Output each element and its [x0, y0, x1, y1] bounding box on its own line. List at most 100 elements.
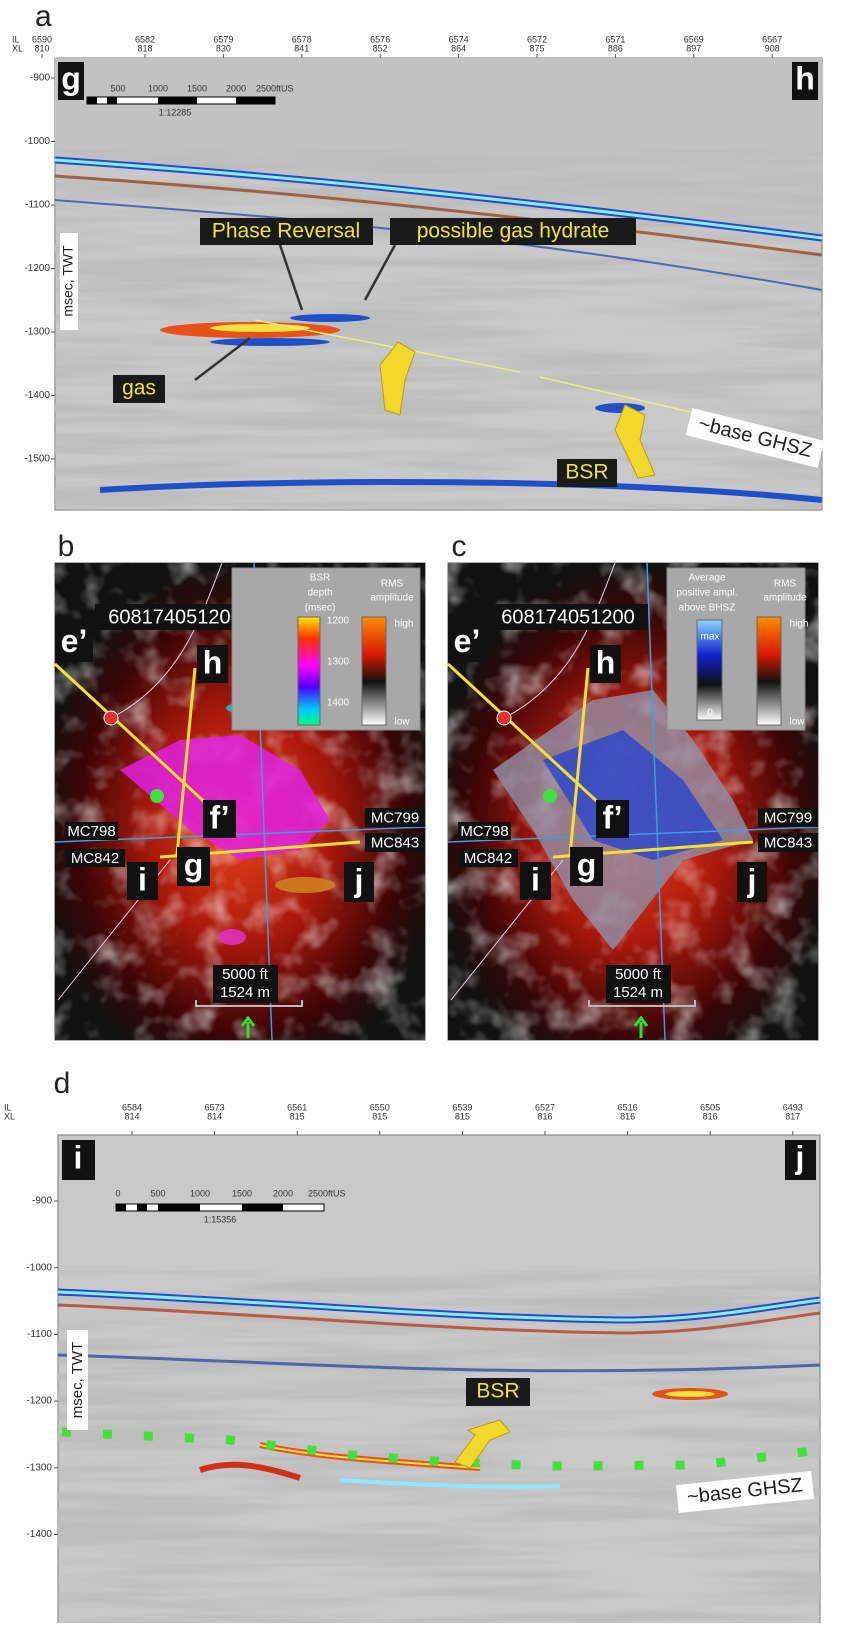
scale-bar	[588, 1000, 696, 1007]
reflector	[57, 1303, 821, 1335]
y-tick-label: -1200	[24, 263, 50, 274]
scale-tick: 1500	[187, 83, 207, 93]
xl-value: 841	[294, 43, 309, 53]
color-bar	[361, 616, 387, 726]
label-box	[95, 604, 255, 630]
map-label: h	[596, 644, 616, 680]
scale-ratio: 1:12285	[159, 107, 192, 117]
panel-letter: a	[35, 0, 52, 33]
il-value: 6527	[535, 1102, 555, 1112]
map-label: e’	[454, 623, 481, 659]
base-ghsz-line	[254, 319, 691, 413]
annotation: gas	[122, 377, 156, 400]
il-value: 6574	[449, 34, 469, 44]
north-arrow	[240, 1015, 256, 1038]
annotation-box	[685, 407, 825, 469]
il-label: IL	[4, 1102, 12, 1112]
annotation-box	[390, 218, 636, 245]
scale-label: 1524 m	[220, 984, 270, 1001]
label-box	[448, 623, 486, 662]
arrow	[379, 341, 416, 416]
legend-tick: high	[790, 619, 809, 630]
legend-tick: 1200	[327, 616, 350, 627]
il-value: 6578	[292, 34, 312, 44]
y-tick-label: -1100	[25, 200, 50, 211]
map-label: i	[138, 861, 147, 897]
label-box	[65, 849, 125, 867]
label-box	[758, 833, 818, 852]
panel-letter: c	[452, 530, 467, 563]
label-box	[458, 822, 511, 840]
y-tick-label: -900	[30, 73, 50, 84]
label-box	[67, 1330, 88, 1430]
corner-box	[792, 62, 818, 100]
xl-value: 815	[290, 1111, 305, 1121]
reflector	[99, 478, 823, 503]
map-label: MC842	[464, 850, 512, 867]
legend-tick: 1300	[327, 657, 350, 668]
xl-value: 875	[529, 43, 544, 53]
amplitude-anomaly	[290, 314, 370, 322]
annotation: BSR	[476, 1380, 519, 1403]
scale-tick: 2000	[226, 83, 246, 93]
label-box	[60, 233, 78, 330]
il-value: 6493	[783, 1102, 803, 1112]
xl-value: 816	[703, 1111, 718, 1121]
xl-value: 815	[372, 1111, 387, 1121]
xl-value: 908	[765, 43, 780, 53]
xl-value: 897	[686, 43, 701, 53]
map-label: j	[747, 862, 757, 898]
xl-value: 810	[34, 43, 49, 53]
xl-value: 886	[608, 43, 623, 53]
map-label: MC799	[371, 809, 419, 826]
xl-value: 814	[124, 1111, 139, 1121]
map-label: f’	[209, 799, 229, 835]
label-box	[127, 862, 158, 900]
scale-tick: 1000	[190, 1188, 210, 1198]
panel-a: a g h 500 1000 1500 2000 2500ftUS 1:12285 ms…	[35, 0, 825, 511]
label-box	[177, 847, 210, 886]
il-value: 6573	[205, 1102, 225, 1112]
annotation-box	[557, 459, 617, 487]
map-label: 608174051200	[501, 606, 634, 628]
corner-box	[62, 1140, 95, 1180]
xl-value: 818	[137, 43, 152, 53]
panel-letter: d	[54, 1067, 71, 1100]
scale-bar	[195, 1000, 303, 1007]
y-tick-label: -1000	[26, 1262, 52, 1273]
scale-ratio: 1:15356	[204, 1214, 237, 1224]
y-tick-label: -1200	[26, 1396, 52, 1407]
legend-title: RMS	[381, 579, 404, 590]
label-box	[344, 862, 374, 902]
map-label: MC842	[71, 850, 119, 867]
reflector	[57, 1353, 821, 1373]
y-tick-label: -1500	[24, 454, 50, 465]
scale-tick: 500	[150, 1188, 165, 1198]
legend-tick: max	[701, 632, 720, 643]
base-ghsz-line	[61, 1427, 821, 1471]
label-box	[758, 808, 818, 827]
il-value: 6582	[135, 34, 155, 44]
scale-bar	[115, 1203, 325, 1212]
il-value: 6572	[527, 34, 547, 44]
y-tick-label: -1400	[26, 1529, 52, 1540]
annotation-box	[113, 375, 165, 403]
annotation: Phase Reversal	[212, 220, 360, 243]
y-tick-label: -1400	[24, 390, 50, 401]
legend-tick: 0	[707, 708, 713, 719]
seafloor	[54, 158, 823, 240]
il-value: 6590	[32, 34, 52, 44]
amplitude-anomaly	[665, 1391, 715, 1397]
annotation-box	[466, 1378, 530, 1406]
amplitude-anomaly	[259, 1444, 481, 1469]
legend-title: depth	[307, 588, 332, 599]
panel-b: b 608174051200 e’ h f’g i j MC798 MC842 MC799 MC84…	[53, 530, 426, 1041]
il-value: 6516	[618, 1102, 638, 1112]
scale-box	[606, 965, 671, 1003]
xl-label: XL	[12, 43, 23, 53]
il-value: 6539	[452, 1102, 472, 1112]
color-bar	[756, 616, 782, 726]
map-label: MC843	[371, 834, 419, 851]
annotation-box	[200, 218, 373, 245]
corner-label: i	[74, 1139, 83, 1175]
